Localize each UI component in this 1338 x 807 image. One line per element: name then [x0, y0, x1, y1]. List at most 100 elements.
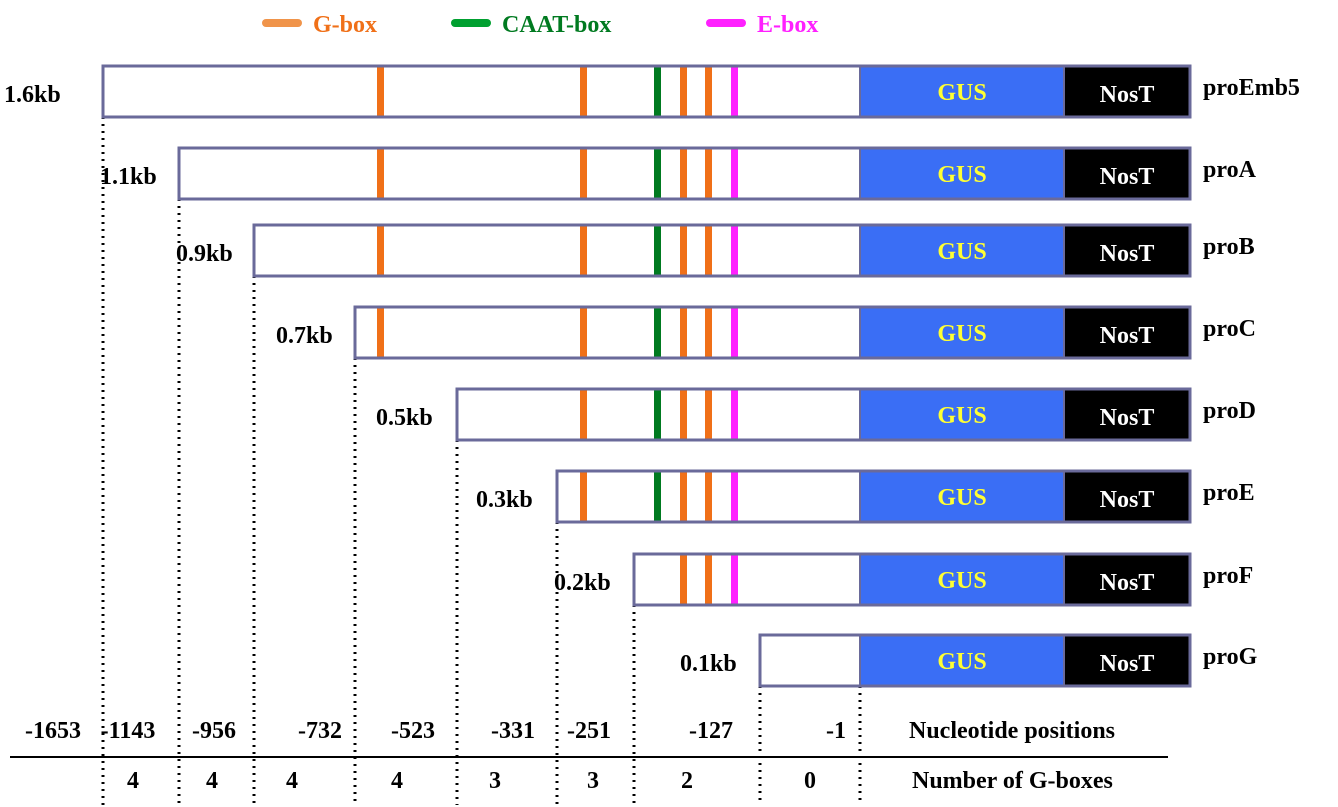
construct-name: proC — [1203, 316, 1256, 342]
construct-frame — [758, 633, 1192, 688]
g-box-mark — [580, 308, 587, 357]
promoter-region — [760, 635, 860, 686]
caat-box-mark — [654, 308, 661, 357]
position-label: -523 — [391, 718, 435, 744]
gus-box — [860, 471, 1064, 522]
nost-box — [1064, 66, 1190, 117]
nost-box — [1064, 554, 1190, 605]
gbox-count: 4 — [206, 768, 218, 794]
guide-lines — [101, 117, 862, 805]
gus-box — [860, 225, 1064, 276]
construct-frame — [455, 387, 1192, 442]
gus-label: GUS — [937, 80, 986, 106]
construct-proC: GUS NosT 0.7kb proC — [276, 305, 1256, 360]
g-box-mark — [705, 226, 712, 275]
nost-label: NosT — [1100, 405, 1155, 431]
e-box-mark — [731, 472, 738, 521]
g-box-mark — [580, 67, 587, 116]
e-box-mark — [731, 308, 738, 357]
gus-label: GUS — [937, 649, 986, 675]
gus-box — [860, 66, 1064, 117]
gus-label: GUS — [937, 321, 986, 347]
construct-frame — [555, 469, 1192, 524]
gbox-count: 4 — [391, 768, 403, 794]
nost-label: NosT — [1100, 82, 1155, 108]
construct-size: 1.1kb — [100, 164, 157, 190]
construct-proEmb5: GUS NosT 1.6kb proEmb5 — [4, 64, 1300, 119]
construct-proE: GUS NosT 0.3kb proE — [476, 469, 1255, 524]
positions-axis-title: Nucleotide positions — [909, 718, 1115, 744]
construct-frame — [101, 64, 1192, 119]
construct-frame — [252, 223, 1192, 278]
legend-swatch-2 — [706, 19, 746, 27]
g-box-mark — [680, 555, 687, 604]
gus-label: GUS — [937, 239, 986, 265]
nost-box — [1064, 389, 1190, 440]
construct-name: proG — [1203, 644, 1258, 670]
position-label: -127 — [689, 718, 733, 744]
position-label: -732 — [298, 718, 342, 744]
gus-label: GUS — [937, 403, 986, 429]
legend-swatch-0 — [262, 19, 302, 27]
position-label: -1143 — [101, 718, 156, 744]
construct-name: proF — [1203, 563, 1253, 589]
caat-box-mark — [654, 390, 661, 439]
promoter-region — [634, 554, 860, 605]
g-box-mark — [680, 67, 687, 116]
nost-label: NosT — [1100, 241, 1155, 267]
g-box-mark — [377, 67, 384, 116]
e-box-mark — [731, 555, 738, 604]
construct-name: proB — [1203, 234, 1255, 260]
construct-proB: GUS NosT 0.9kb proB — [176, 223, 1255, 278]
g-box-mark — [680, 149, 687, 198]
g-box-mark — [705, 472, 712, 521]
gbox-count: 0 — [804, 768, 816, 794]
construct-rows: GUS NosT 1.6kb proEmb5 GUS NosT 1.1kb proA GUS No… — [4, 64, 1300, 688]
construct-size: 0.7kb — [276, 323, 333, 349]
construct-frame — [177, 146, 1192, 201]
construct-size: 0.3kb — [476, 487, 533, 513]
nost-label: NosT — [1100, 323, 1155, 349]
promoter-region — [254, 225, 860, 276]
g-box-mark — [580, 226, 587, 275]
g-box-mark — [377, 226, 384, 275]
promoter-region — [103, 66, 860, 117]
gus-box — [860, 389, 1064, 440]
nost-label: NosT — [1100, 651, 1155, 677]
construct-size: 0.9kb — [176, 241, 233, 267]
position-label: -1653 — [25, 718, 81, 744]
construct-size: 0.1kb — [680, 651, 737, 677]
promoter-region — [179, 148, 860, 199]
g-box-mark — [580, 472, 587, 521]
nost-label: NosT — [1100, 487, 1155, 513]
nost-label: NosT — [1100, 570, 1155, 596]
legend: G-box CAAT-box E-box — [262, 12, 818, 38]
gus-box — [860, 554, 1064, 605]
position-axis: -1653 -1143 -956 -732 -523 -331 -251 -127 -1 Nucl… — [10, 718, 1168, 794]
construct-name: proE — [1203, 480, 1255, 506]
g-box-mark — [580, 390, 587, 439]
caat-box-mark — [654, 472, 661, 521]
g-box-mark — [680, 472, 687, 521]
g-box-mark — [377, 149, 384, 198]
legend-label-0: G-box — [313, 12, 377, 38]
g-box-mark — [705, 555, 712, 604]
g-box-mark — [680, 226, 687, 275]
construct-name: proD — [1203, 398, 1256, 424]
g-box-mark — [377, 308, 384, 357]
construct-size: 0.2kb — [554, 570, 611, 596]
e-box-mark — [731, 226, 738, 275]
legend-swatch-1 — [451, 19, 491, 27]
construct-proD: GUS NosT 0.5kb proD — [376, 387, 1256, 442]
gbox-count: 4 — [127, 768, 139, 794]
g-box-mark — [705, 149, 712, 198]
e-box-mark — [731, 67, 738, 116]
nost-box — [1064, 225, 1190, 276]
gus-box — [860, 148, 1064, 199]
position-label: -1 — [826, 718, 846, 744]
g-box-mark — [705, 308, 712, 357]
e-box-mark — [731, 149, 738, 198]
g-box-mark — [705, 67, 712, 116]
caat-box-mark — [654, 226, 661, 275]
